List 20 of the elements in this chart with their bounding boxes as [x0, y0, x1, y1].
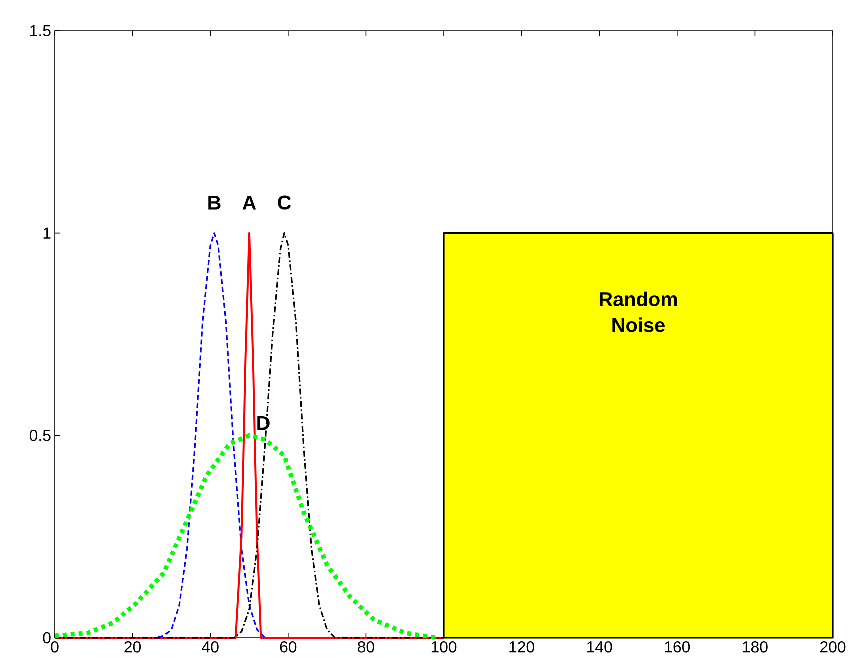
- series-label: Random Noise: [600, 292, 678, 332]
- x-tick-label: 100: [432, 642, 457, 653]
- series-label: A: [242, 196, 256, 210]
- y-tick-label: 0: [43, 632, 51, 644]
- x-tick-label: 180: [743, 642, 768, 653]
- y-tick-label: 1: [44, 228, 51, 239]
- x-tick-label: 20: [124, 642, 142, 653]
- x-tick-label: 80: [358, 642, 374, 653]
- series-label: C: [278, 196, 292, 210]
- y-tick-label: 0.5: [30, 430, 51, 442]
- series-label: B: [208, 196, 221, 210]
- y-tick-label: 1.5: [30, 25, 51, 37]
- x-tick-label: 140: [588, 642, 612, 653]
- x-tick-label: 60: [280, 642, 297, 653]
- x-tick-label: 160: [665, 642, 690, 653]
- x-tick-label: 40: [202, 642, 219, 653]
- x-tick-label: 200: [820, 642, 846, 653]
- x-tick-label: 0: [51, 642, 59, 653]
- line-series: [52, 433, 438, 640]
- x-tick-label: 120: [510, 642, 534, 653]
